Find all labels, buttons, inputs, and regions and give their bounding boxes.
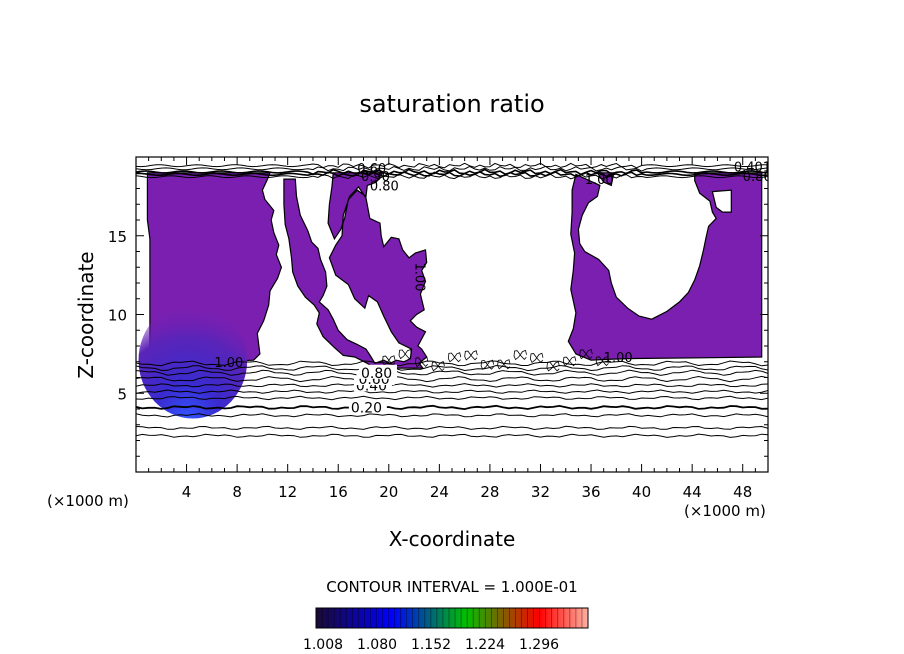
y-axis-ticks: 5 10 15 bbox=[108, 172, 768, 457]
contour-label: 0.90 bbox=[361, 170, 390, 185]
small-contour bbox=[382, 355, 396, 366]
small-contour bbox=[480, 359, 495, 370]
contour-label: 1.00 bbox=[411, 263, 426, 292]
top-contour-line bbox=[136, 170, 768, 178]
contour-labels: 0.200.400.600.801.00 1.000.600.900.80 1.00… bbox=[214, 160, 789, 416]
y-tick-label: 15 bbox=[108, 228, 127, 246]
x-tick-label: 16 bbox=[329, 483, 348, 501]
top-contour-line bbox=[136, 168, 768, 176]
small-contour bbox=[579, 348, 593, 360]
x-unit-label-left: (×1000 m) bbox=[47, 492, 129, 510]
contour-label: 1.00 bbox=[604, 351, 633, 366]
colorbar-tick-label: 1.080 bbox=[357, 637, 397, 653]
contour-label: 1.00 bbox=[214, 356, 243, 371]
x-axis-ticks: 4 8 12 16 20 24 28 32 36 40 44 48 bbox=[148, 157, 769, 501]
x-tick-label: 28 bbox=[480, 483, 499, 501]
chart-title: saturation ratio bbox=[359, 90, 544, 118]
saturated-region bbox=[146, 172, 763, 369]
contour-lines bbox=[136, 360, 768, 438]
x-tick-label: 8 bbox=[232, 483, 242, 501]
x-tick-label: 36 bbox=[581, 483, 600, 501]
small-contour bbox=[431, 361, 445, 372]
small-contour bbox=[546, 361, 560, 372]
colorbar-tick-label: 1.152 bbox=[411, 637, 451, 653]
small-contour bbox=[529, 352, 544, 364]
x-tick-label: 32 bbox=[531, 483, 550, 501]
contour-line bbox=[136, 389, 768, 394]
x-tick-label: 44 bbox=[683, 483, 702, 501]
small-contour bbox=[447, 352, 462, 363]
top-contour-line bbox=[136, 162, 768, 169]
small-contour bbox=[398, 348, 412, 360]
colorbar: 1.008 1.080 1.152 1.224 1.296 bbox=[303, 607, 589, 653]
contour-line bbox=[136, 364, 768, 372]
contour-line bbox=[136, 425, 768, 431]
contour-label: 0.80 bbox=[361, 366, 392, 382]
contour-line bbox=[136, 413, 768, 418]
contour-interval-label: CONTOUR INTERVAL = 1.000E-01 bbox=[326, 578, 577, 596]
small-contour bbox=[513, 349, 527, 361]
small-contour bbox=[464, 350, 478, 361]
colorbar-tick-label: 1.224 bbox=[465, 637, 505, 653]
colorbar-tick-label: 1.296 bbox=[519, 637, 559, 653]
top-contour-line bbox=[136, 173, 768, 180]
contour-line bbox=[136, 375, 768, 383]
x-axis-label: X-coordinate bbox=[389, 527, 516, 551]
x-unit-label-right: (×1000 m) bbox=[684, 502, 766, 520]
x-tick-label: 12 bbox=[278, 483, 297, 501]
y-tick-label: 10 bbox=[108, 307, 127, 325]
contour-line bbox=[136, 360, 768, 367]
contour-line bbox=[136, 395, 768, 401]
x-tick-label: 48 bbox=[733, 483, 752, 501]
x-tick-label: 20 bbox=[379, 483, 398, 501]
y-tick-label: 5 bbox=[117, 385, 127, 403]
x-tick-label: 4 bbox=[182, 483, 192, 501]
contour-line bbox=[136, 404, 768, 411]
x-tick-label: 40 bbox=[632, 483, 651, 501]
supersaturation-maximum bbox=[138, 301, 248, 419]
saturated-fill-layer bbox=[146, 172, 763, 369]
contour-line bbox=[136, 433, 768, 438]
contour-label: 0.20 bbox=[351, 400, 382, 416]
top-contour-line bbox=[136, 165, 768, 172]
contour-label: 0.8650 bbox=[743, 170, 789, 185]
small-contour bbox=[497, 359, 511, 370]
small-contour bbox=[562, 356, 577, 367]
contour-label: 0.60 bbox=[357, 162, 386, 177]
y-axis-label: Z-coordinate bbox=[74, 251, 98, 378]
colorbar-tick-label: 1.008 bbox=[303, 637, 343, 653]
contour-line bbox=[136, 369, 768, 376]
x-tick-label: 24 bbox=[430, 483, 449, 501]
small-contour bbox=[595, 355, 610, 367]
contour-line bbox=[136, 383, 768, 388]
small-contour bbox=[414, 356, 429, 368]
contour-label: 0.80 bbox=[370, 179, 399, 194]
contour-label: 1.00 bbox=[585, 173, 614, 188]
upper-boundary-contours bbox=[136, 162, 768, 372]
